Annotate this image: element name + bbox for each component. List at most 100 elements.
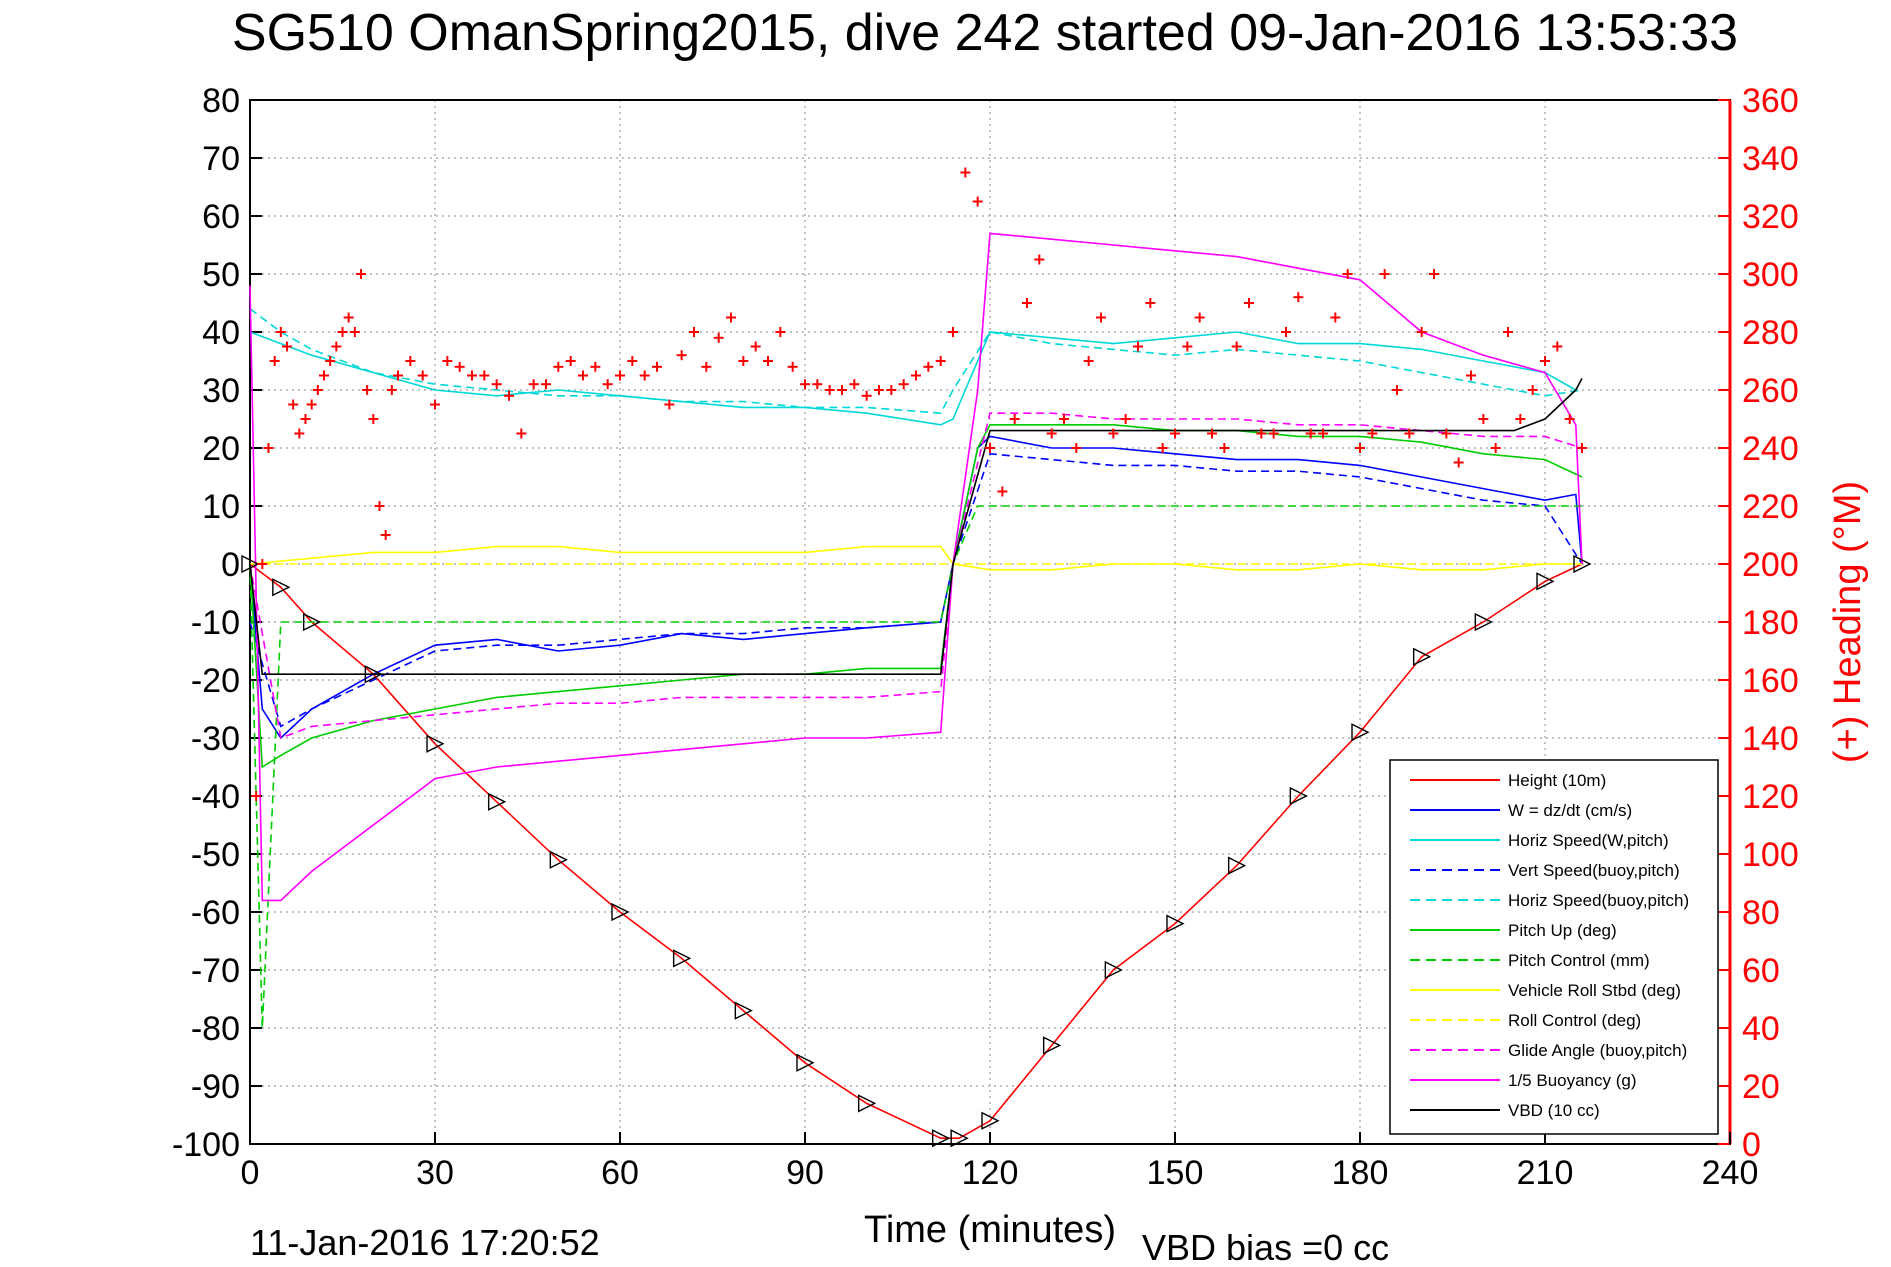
legend-label: 1/5 Buoyancy (g): [1508, 1071, 1637, 1090]
right-tick-label: 220: [1742, 488, 1799, 526]
heading-point: [479, 370, 490, 381]
heading-point: [362, 385, 373, 395]
heading-point: [676, 350, 687, 361]
y-tick-label: 20: [202, 430, 240, 468]
depth-marker: [796, 1053, 815, 1072]
y-tick-label: 30: [202, 372, 240, 410]
heading-point: [325, 356, 336, 366]
heading-point: [374, 501, 385, 511]
depth-marker: [857, 1094, 877, 1113]
heading-point: [288, 399, 299, 410]
heading-point: [1342, 269, 1353, 279]
heading-point: [312, 385, 323, 395]
legend-label: Horiz Speed(buoy,pitch): [1508, 891, 1689, 910]
series-line-6: [249, 505, 1582, 1029]
heading-point: [602, 379, 613, 390]
y-tick-label: -40: [191, 778, 240, 816]
depth-marker: [549, 850, 568, 869]
heading-point: [263, 443, 274, 453]
heading-point: [1330, 312, 1341, 323]
heading-point: [454, 361, 465, 372]
legend-box: [1389, 759, 1719, 1135]
heading-point: [1108, 428, 1119, 439]
legend-label: Pitch Control (mm): [1508, 951, 1650, 970]
heading-point: [812, 379, 823, 390]
heading-point: [898, 379, 909, 390]
right-tick-label: 140: [1742, 720, 1799, 758]
left-axis: -100-90-80-70-60-50-40-30-20-10010203040…: [172, 82, 262, 1164]
heading-point: [1540, 356, 1550, 366]
right-tick-label: 260: [1742, 372, 1799, 410]
heading-point: [1034, 254, 1045, 265]
heading-point: [343, 312, 354, 323]
y-tick-label: -60: [191, 894, 240, 932]
y-tick-label: 80: [202, 82, 240, 120]
y-tick-label: -10: [191, 604, 240, 642]
right-tick-label: 160: [1742, 662, 1799, 700]
footer-vbd-bias: VBD bias =0 cc: [1142, 1227, 1389, 1262]
heading-point: [417, 370, 428, 381]
heading-point: [467, 370, 477, 381]
right-tick-label: 240: [1742, 430, 1799, 468]
y-tick-label: 60: [202, 198, 240, 236]
right-tick-label: 80: [1742, 894, 1780, 932]
heading-point: [275, 327, 286, 337]
depth-marker: [950, 1129, 969, 1148]
heading-point: [849, 379, 860, 390]
heading-point: [386, 385, 397, 395]
heading-point: [997, 486, 1008, 497]
heading-point: [282, 341, 292, 352]
y-tick-label: -30: [191, 720, 240, 758]
heading-point: [837, 385, 847, 395]
heading-point: [1059, 414, 1069, 424]
right-tick-label: 40: [1742, 1010, 1780, 1048]
heading-point: [294, 428, 305, 439]
heading-point: [1318, 428, 1328, 439]
y-tick-label: -90: [191, 1068, 240, 1106]
heading-point: [1367, 428, 1378, 439]
heading-point: [257, 559, 268, 569]
x-tick-label: 120: [962, 1154, 1019, 1192]
heading-point: [738, 356, 749, 366]
heading-point: [504, 390, 514, 401]
heading-point: [1293, 292, 1304, 303]
right-tick-label: 20: [1742, 1068, 1780, 1106]
legend-label: VBD (10 cc): [1508, 1101, 1600, 1120]
y-tick-label: -50: [191, 836, 240, 874]
right-tick-label: 340: [1742, 140, 1799, 178]
heading-point: [948, 327, 958, 337]
heading-point: [1071, 443, 1082, 453]
y-tick-label: -20: [191, 662, 240, 700]
chart-title: SG510 OmanSpring2015, dive 242 started 0…: [232, 4, 1738, 62]
depth-marker: [364, 665, 383, 684]
right-tick-label: 120: [1742, 778, 1799, 816]
heading-point: [269, 356, 280, 366]
heading-point: [578, 370, 588, 381]
depth-marker: [1474, 612, 1493, 632]
series-layer: [241, 232, 1592, 1148]
depth-marker: [1412, 647, 1432, 666]
right-tick-label: 100: [1742, 836, 1799, 874]
legend-label: Vehicle Roll Stbd (deg): [1508, 981, 1681, 1000]
heading-point: [356, 269, 366, 279]
x-tick-label: 180: [1332, 1154, 1389, 1192]
heading-point: [1256, 428, 1267, 439]
heading-point: [861, 390, 872, 401]
legend-label: W = dz/dt (cm/s): [1508, 801, 1632, 820]
heading-point: [1194, 312, 1205, 323]
depth-marker: [1227, 856, 1247, 875]
x-tick-label: 150: [1147, 1154, 1204, 1192]
heading-point: [590, 361, 601, 372]
heading-point: [1527, 385, 1538, 395]
heading-point: [541, 379, 551, 390]
heading-point: [1157, 443, 1168, 453]
heading-point: [639, 370, 650, 381]
heading-point: [652, 361, 662, 372]
heading-point: [874, 385, 884, 395]
heading-point: [1392, 385, 1402, 395]
depth-marker: [1289, 786, 1308, 806]
heading-point: [1564, 414, 1575, 424]
heading-point: [985, 443, 995, 453]
heading-point: [442, 356, 453, 366]
depth-marker: [1351, 723, 1370, 742]
